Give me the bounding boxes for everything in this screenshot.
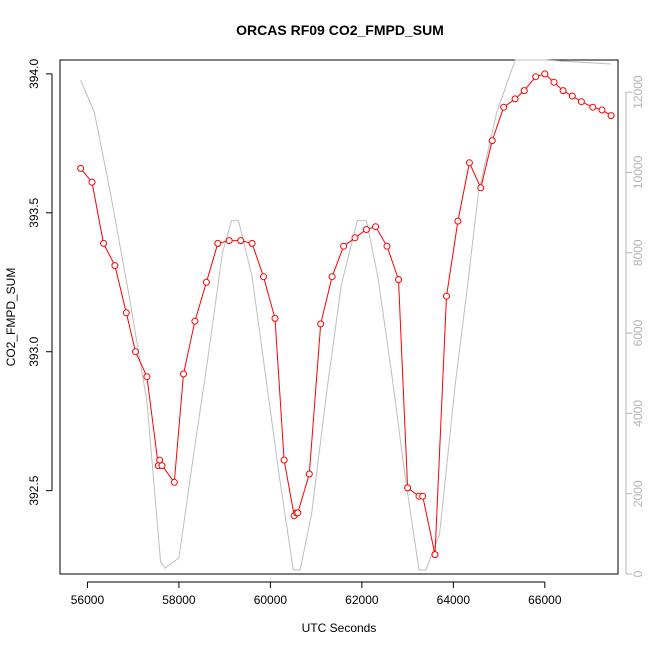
- y-tick-label: 393.5: [27, 197, 41, 227]
- co2-point: [589, 103, 597, 111]
- co2-point: [568, 92, 576, 100]
- co2-series: [77, 70, 615, 559]
- co2-point: [395, 276, 402, 283]
- co2-point: [77, 164, 85, 172]
- x-tick-label: 64000: [437, 593, 471, 607]
- x-axis-label: UTC Seconds: [302, 621, 377, 635]
- co2-point: [88, 178, 96, 186]
- co2-point: [260, 273, 267, 281]
- y-axis: 392.5 393.0 393.5 394.0: [27, 59, 53, 506]
- co2-point: [541, 70, 549, 78]
- co2-point: [305, 470, 313, 478]
- co2-point: [404, 484, 412, 492]
- co2-point: [607, 112, 615, 120]
- co2-point: [100, 239, 107, 247]
- co2-point: [465, 159, 473, 167]
- co2-point: [500, 103, 508, 111]
- y-tick-label: 392.5: [27, 475, 41, 505]
- plot-frame: [59, 59, 619, 575]
- y2-tick-label: 2000: [631, 480, 645, 507]
- co2-point: [454, 217, 462, 225]
- co2-point: [328, 273, 336, 281]
- co2-point: [577, 98, 585, 106]
- altitude-series: [80, 59, 612, 571]
- co2-point: [143, 373, 151, 381]
- y-axis-label: CO2_FMPD_SUM: [4, 268, 18, 367]
- co2-point: [271, 314, 279, 322]
- co2-point: [248, 239, 256, 247]
- co2-point: [520, 87, 528, 95]
- co2-point: [158, 462, 166, 470]
- y2-tick-label: 6000: [631, 319, 645, 346]
- y-tick-label: 394.0: [27, 59, 41, 89]
- co2-point: [511, 95, 519, 103]
- co2-point: [191, 317, 199, 325]
- co2-point: [317, 320, 325, 328]
- co2-point: [559, 87, 567, 95]
- x-tick-label: 60000: [254, 593, 288, 607]
- co2-point: [362, 226, 370, 233]
- co2-point: [280, 456, 288, 464]
- co2-point: [294, 509, 302, 517]
- x-axis: 56000 58000 60000 62000 64000 66000: [71, 581, 562, 607]
- co2-point: [340, 242, 348, 250]
- co2-point: [225, 237, 233, 245]
- co2-point: [214, 239, 222, 247]
- x-tick-label: 56000: [71, 593, 105, 607]
- y2-tick-label: 0: [631, 570, 645, 577]
- x-tick-label: 58000: [162, 593, 196, 607]
- y2-tick-label: 8000: [631, 239, 645, 266]
- co2-point: [132, 348, 139, 356]
- co2-point: [237, 237, 245, 245]
- co2-point: [122, 309, 130, 317]
- co2-point: [419, 492, 427, 500]
- co2-point: [443, 292, 450, 300]
- co2-point: [383, 242, 391, 250]
- x-tick-label: 66000: [528, 593, 562, 607]
- y-tick-label: 393.0: [27, 336, 41, 366]
- co2-point: [202, 278, 210, 286]
- altitude-line: [80, 59, 612, 571]
- y2-axis: 0 2000 4000 6000 8000 10000 12000: [625, 75, 645, 577]
- co2-point: [598, 106, 606, 114]
- y2-tick-label: 12000: [631, 75, 645, 109]
- co2-point: [550, 78, 558, 86]
- co2-point: [477, 184, 485, 192]
- co2-point: [488, 137, 496, 145]
- co2-point: [532, 73, 540, 81]
- co2-point: [111, 262, 119, 270]
- co2-line: [80, 73, 612, 555]
- x-tick-label: 62000: [345, 593, 379, 607]
- y2-tick-label: 4000: [631, 400, 645, 427]
- co2-point: [180, 370, 187, 378]
- co2-point: [351, 234, 359, 242]
- co2-point: [431, 551, 439, 559]
- co2-point: [372, 223, 380, 231]
- chart-title: ORCAS RF09 CO2_FMPD_SUM: [236, 22, 444, 38]
- y2-tick-label: 10000: [631, 155, 645, 189]
- co2-point: [170, 478, 178, 486]
